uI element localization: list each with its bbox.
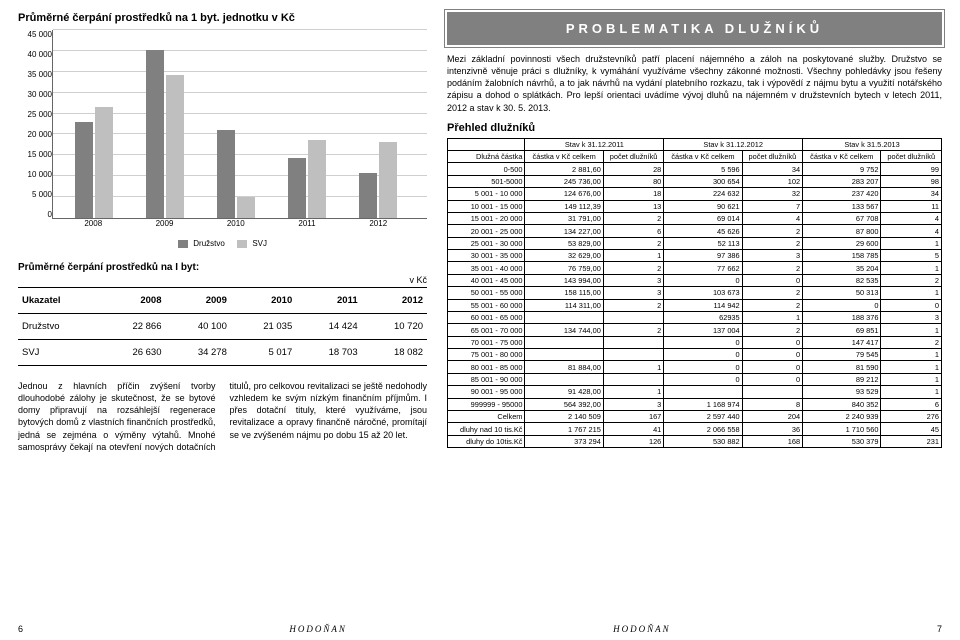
left-column: Průměrné čerpání prostředků na 1 byt. je… (18, 12, 443, 614)
page-number-left: 6 (18, 624, 23, 634)
legend-swatch-a (178, 240, 188, 248)
chart-legend: Družstvo SVJ (18, 239, 427, 248)
legend-label-a: Družstvo (193, 239, 225, 248)
legend-label-b: SVJ (252, 239, 267, 248)
debtor-table-title: Přehled dlužníků (447, 122, 942, 134)
page-footer: 6 HODOŇAN HODOŇAN 7 (18, 624, 942, 634)
intro-paragraph: Mezi základní povinnosti všech družstevn… (447, 53, 942, 114)
chart-title: Průměrné čerpání prostředků na 1 byt. je… (18, 12, 427, 24)
avg-table-title: Průměrné čerpání prostředků na I byt: (18, 262, 427, 273)
bar-chart: 45 00040 00035 00030 00025 00020 00015 0… (18, 30, 427, 235)
brand-left: HODOŇAN (289, 624, 347, 634)
page-spread: Průměrné čerpání prostředků na 1 byt. je… (0, 0, 960, 640)
avg-table-unit: v Kč (18, 275, 427, 285)
right-column: PROBLEMATIKA DLUŽNÍKŮ Mezi základní povi… (443, 12, 942, 614)
chart-x-axis: 20082009201020112012 (52, 219, 427, 235)
section-heading: PROBLEMATIKA DLUŽNÍKŮ (447, 12, 942, 45)
brand-right: HODOŇAN (613, 624, 671, 634)
page-number-right: 7 (937, 624, 942, 634)
avg-table: Ukazatel20082009201020112012Družstvo22 8… (18, 287, 427, 366)
chart-y-axis: 45 00040 00035 00030 00025 00020 00015 0… (18, 30, 52, 219)
chart-plot (52, 30, 427, 219)
body-text: Jednou z hlavních příčin zvýšení tvorby … (18, 380, 427, 453)
legend-swatch-b (237, 240, 247, 248)
debtor-table: Stav k 31.12.2011Stav k 31.12.2012Stav k… (447, 138, 942, 448)
